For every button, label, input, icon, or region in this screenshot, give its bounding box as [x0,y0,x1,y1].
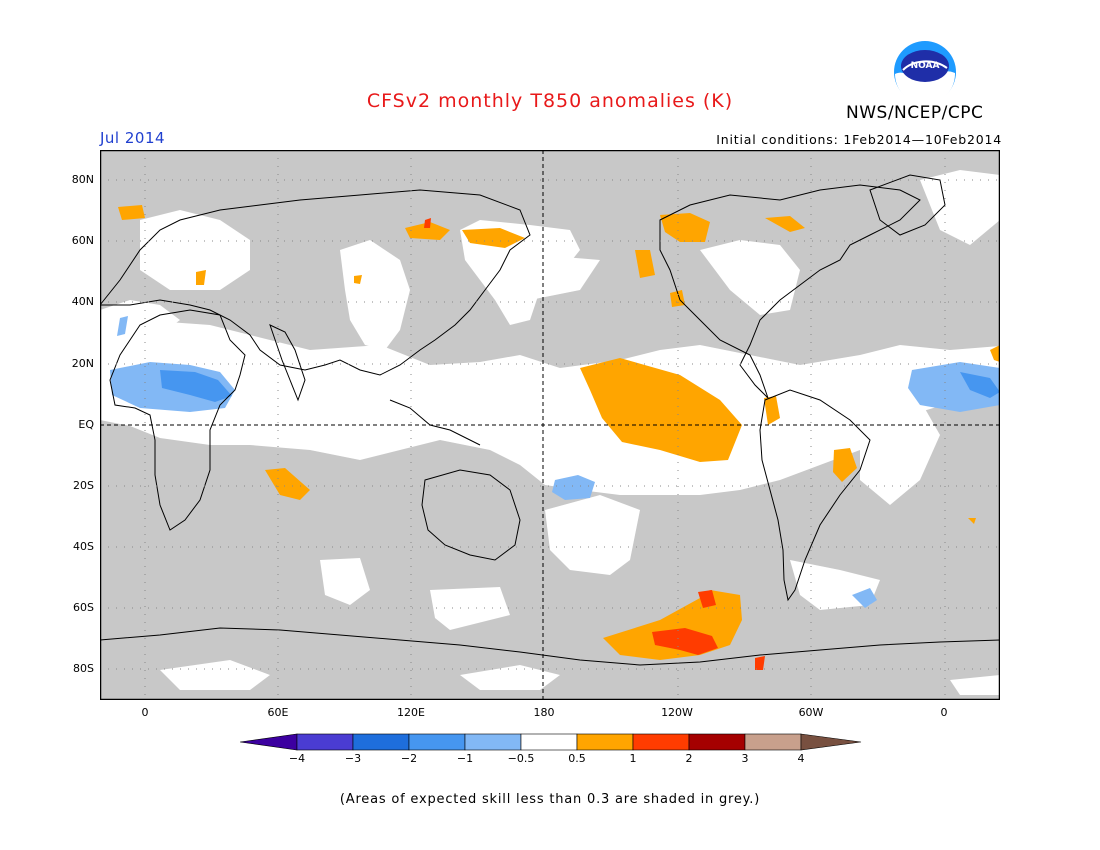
colorbar-bin [576,733,634,751]
map-title: CFSv2 monthly T850 anomalies (K) [366,90,734,112]
colorbar-label: 4 [797,752,805,765]
colorbar [240,733,862,751]
lon-label: 180 [533,706,555,719]
colorbar-bin [408,733,466,751]
lat-label: 80S [73,662,94,675]
colorbar-bin [632,733,690,751]
lat-label: 60S [73,601,94,614]
colorbar-bin [800,733,862,751]
colorbar-label: −2 [400,752,418,765]
colorbar-label: 0.5 [568,752,586,765]
lon-label: 60E [267,706,289,719]
lat-label: 40S [73,540,94,553]
lon-label: 60W [798,706,824,719]
colorbar-bin [744,733,802,751]
colorbar-label: −3 [344,752,362,765]
anomaly-map [100,150,1000,700]
lon-label: 0 [940,706,948,719]
agency-label: NWS/NCEP/CPC [846,103,984,123]
lon-label: 120W [661,706,693,719]
colorbar-label: 1 [629,752,637,765]
lat-label: 40N [71,295,94,308]
lat-label: 80N [71,173,94,186]
map-frame [100,150,1000,700]
colorbar-label: −1 [456,752,474,765]
skill-footnote: (Areas of expected skill less than 0.3 a… [339,792,761,807]
colorbar-bin [352,733,410,751]
colorbar-bin [240,733,298,751]
lat-label: 20S [73,479,94,492]
noaa-logo-text: NOAA [911,61,940,71]
noaa-logo: NOAA [894,41,956,104]
lon-label: 120E [397,706,425,719]
colorbar-label: 3 [741,752,749,765]
lat-label: 20N [71,357,94,370]
initial-conditions: Initial conditions: 1Feb2014—10Feb2014 [716,132,1002,147]
colorbar-label: −0.5 [507,752,535,765]
lat-label: 60N [71,234,94,247]
lat-label: EQ [78,418,94,431]
anomaly-blue-regions [160,370,1000,402]
colorbar-bin [464,733,522,751]
colorbar-bin [520,733,578,751]
colorbar-bin [296,733,354,751]
coastlines [100,174,1000,666]
colorbar-label: 2 [685,752,693,765]
forecast-month: Jul 2014 [100,129,166,147]
anomaly-orange-regions [118,205,1000,660]
colorbar-bin [688,733,746,751]
anomaly-red-regions [424,218,765,670]
lon-label: 0 [141,706,149,719]
colorbar-label: −4 [288,752,306,765]
